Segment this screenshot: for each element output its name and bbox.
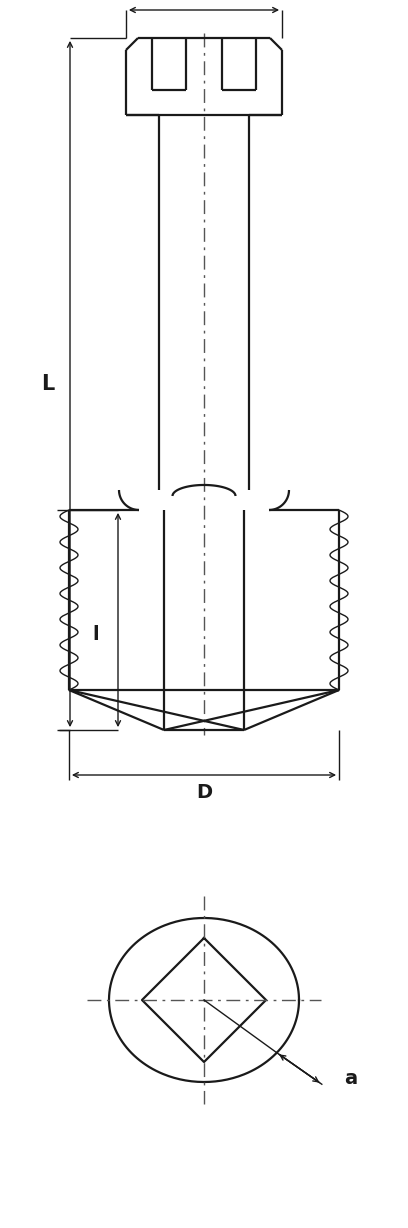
Text: l: l: [93, 625, 99, 645]
Text: d: d: [197, 0, 211, 4]
Text: L: L: [41, 375, 55, 394]
Text: D: D: [196, 783, 212, 803]
Text: a: a: [344, 1068, 357, 1088]
